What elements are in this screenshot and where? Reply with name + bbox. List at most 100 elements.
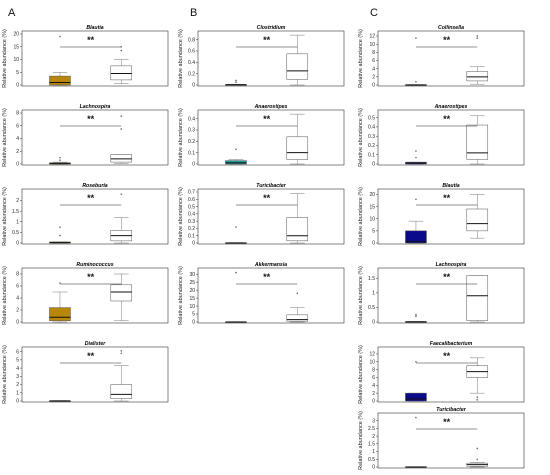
outlier-point <box>120 49 123 52</box>
outlier-point <box>415 198 417 201</box>
panel-10: Anaerostipes Relative abundance (%) 0 0.1 0.… <box>358 104 525 168</box>
y-tick-label: 5 <box>16 358 19 364</box>
y-tick-label: 12 <box>369 34 375 40</box>
y-tick-label: 0.6 <box>188 49 195 55</box>
panel-4: Dialister Relative abundance (%) 0 1 2 3 4 5 6 ** <box>2 341 169 405</box>
y-tick-label: 0 <box>192 320 195 326</box>
box-group-2 <box>286 53 309 80</box>
y-axis-label: Relative abundance (%) <box>358 345 364 404</box>
panel-title: Turicibacter <box>256 183 287 189</box>
panel-5: Clostridium Relative abundance (%) 0 0.2 0.4… <box>178 25 345 89</box>
panel-frame <box>197 30 345 87</box>
box-group-2 <box>286 314 309 322</box>
y-tick-label: 0.7 <box>188 190 195 196</box>
y-tick-label: 20 <box>369 192 375 198</box>
y-tick-label: 0.4 <box>188 116 195 122</box>
y-tick-label: 0.2 <box>368 143 375 149</box>
y-tick-label: 0.2 <box>188 71 195 77</box>
y-tick-label: 15 <box>13 44 19 50</box>
y-tick-label: 2 <box>372 75 375 81</box>
y-tick-label: 15 <box>369 204 375 210</box>
y-tick-label: 3 <box>16 374 19 380</box>
outlier-point <box>59 156 61 159</box>
outlier-point <box>120 352 123 355</box>
y-tick-label: 0 <box>372 162 375 168</box>
y-axis-label: Relative abundance (%) <box>358 108 364 167</box>
outlier-point <box>415 313 417 316</box>
panel-1: Lachnospira Relative abundance (%) 0 2 4 6 8 ** <box>2 104 169 168</box>
y-tick-label: 0 <box>16 162 19 168</box>
panel-6: Anaerostipes Relative abundance (%) 0 0.1 0.… <box>178 104 345 168</box>
panel-14: Turicibacter Relative abundance (%) 0 0.5 11… <box>358 407 525 471</box>
panel-title: Lachnospira <box>80 104 111 110</box>
outlier-point <box>120 193 123 195</box>
y-tick-label: 8 <box>16 272 19 278</box>
y-axis-label: Relative abundance (%) <box>178 108 184 167</box>
y-tick-label: 25 <box>189 280 195 286</box>
column-letter-b: B <box>190 7 197 19</box>
y-tick-label: 20 <box>13 32 19 38</box>
y-tick-label: 20 <box>189 288 195 294</box>
outlier-point <box>415 80 417 83</box>
y-tick-label: 0 <box>192 241 195 247</box>
box-group-2 <box>466 71 489 82</box>
box-group-2 <box>466 208 489 232</box>
box-group-1 <box>405 392 427 402</box>
outlier-point <box>476 399 479 401</box>
y-tick-label: 5 <box>192 312 195 318</box>
outlier-point <box>120 350 123 352</box>
y-tick-label: 2 <box>16 198 19 204</box>
y-tick-label: 0.3 <box>368 134 375 140</box>
panel-frame <box>377 188 525 245</box>
y-tick-label: 15 <box>189 296 195 302</box>
y-tick-label: 0.5 <box>12 230 19 236</box>
panel-frame <box>21 267 169 324</box>
y-tick-label: 0.1 <box>188 233 195 239</box>
y-axis-label: Relative abundance (%) <box>2 266 8 325</box>
y-tick-label: 0 <box>16 83 19 89</box>
y-axis-label: Relative abundance (%) <box>178 187 184 246</box>
panel-title: Blautia <box>442 183 459 189</box>
y-tick-label: 2 <box>16 382 19 388</box>
outlier-point <box>476 396 479 398</box>
outlier-point <box>415 315 417 317</box>
significance-stars: ** <box>443 351 451 361</box>
y-tick-label: 0.5 <box>368 457 375 463</box>
panel-title: Faecalibacterium <box>430 341 473 347</box>
y-tick-label: 10 <box>369 216 375 222</box>
significance-stars: ** <box>87 193 95 203</box>
panel-title: Dialister <box>85 341 106 347</box>
y-tick-label: 0.4 <box>188 60 195 66</box>
panel-frame <box>21 30 169 87</box>
y-tick-label: 1.5 <box>368 276 375 282</box>
panel-title: Turicibacter <box>436 407 467 413</box>
outlier-point <box>120 115 123 117</box>
significance-stars: ** <box>87 351 95 361</box>
panel-title: Collinsella <box>438 25 464 31</box>
significance-stars: ** <box>443 193 451 203</box>
panel-8: Akkermansia Relative abundance (%) 0 5 10 15 2… <box>178 262 345 326</box>
y-tick-label: 0.5 <box>188 204 195 210</box>
panel-frame <box>21 188 169 245</box>
panel-title: Roseburia <box>82 183 107 189</box>
significance-stars: ** <box>263 193 271 203</box>
y-tick-label: 2 <box>372 434 375 440</box>
y-tick-label: 0.2 <box>188 226 195 232</box>
box-group-2 <box>110 65 133 81</box>
panel-frame <box>377 30 525 87</box>
panel-frame <box>197 267 345 324</box>
y-tick-label: 0.3 <box>188 128 195 134</box>
outlier-point <box>415 37 417 39</box>
y-tick-label: 5 <box>16 70 19 76</box>
y-tick-label: 6 <box>372 375 375 381</box>
y-tick-label: 1.5 <box>368 442 375 448</box>
panel-0: Blautia Relative abundance (%) 0 5 10 15 20 ** <box>2 25 169 89</box>
y-tick-label: 0 <box>372 465 375 471</box>
y-axis-label: Relative abundance (%) <box>2 108 8 167</box>
significance-stars: ** <box>87 272 95 282</box>
y-tick-label: 0.4 <box>368 125 375 131</box>
panel-3: Ruminococcus Relative abundance (%) 0 2 4 6 8 *… <box>2 262 169 326</box>
outlier-point <box>476 35 479 37</box>
outlier-point <box>59 234 61 237</box>
